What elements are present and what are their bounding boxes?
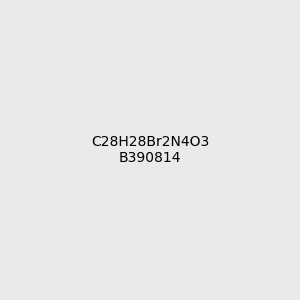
Text: C28H28Br2N4O3
B390814: C28H28Br2N4O3 B390814	[91, 135, 209, 165]
